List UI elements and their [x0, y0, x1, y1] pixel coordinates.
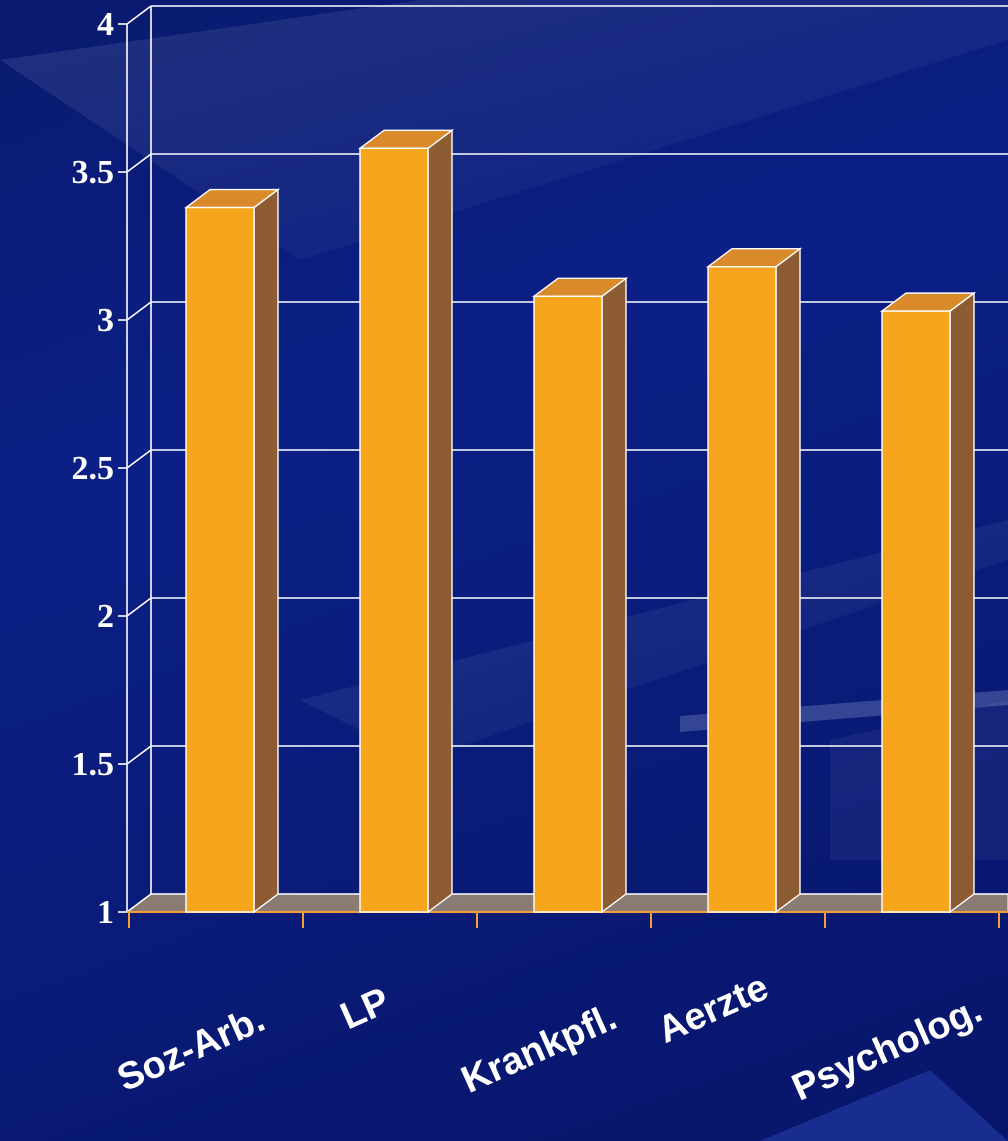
bar-front	[707, 266, 777, 913]
bar-5	[879, 291, 977, 914]
gridline-diagonal	[126, 5, 152, 25]
x-category-label: LP	[334, 980, 395, 1038]
bar-front	[185, 206, 255, 913]
y-tick-label: 3	[97, 302, 114, 339]
y-tick-label: 3.5	[72, 154, 115, 191]
bar-front	[881, 310, 951, 913]
bar-side	[427, 128, 453, 914]
bar-side	[775, 247, 801, 914]
bar-3	[531, 276, 629, 914]
x-category-label: Krankpfl.	[455, 996, 623, 1101]
y-tick-label: 4	[97, 6, 114, 43]
bar-front	[533, 295, 603, 913]
bar-front	[359, 147, 429, 913]
y-tick-label: 1.5	[72, 746, 115, 783]
bar-side	[253, 188, 279, 914]
bars-group	[183, 128, 977, 914]
gridline-diagonal	[126, 597, 152, 617]
gridline-diagonal	[126, 745, 152, 765]
bar-side	[949, 291, 975, 914]
bar-1	[183, 188, 281, 914]
gridline-diagonal	[126, 449, 152, 469]
y-tick-label: 1	[97, 894, 114, 931]
gridline-diagonal	[126, 301, 152, 321]
gridline-diagonal	[126, 893, 152, 913]
x-category-label: Aerzte	[652, 966, 775, 1052]
x-category-label: Soz-Arb.	[111, 998, 271, 1100]
bar-side	[601, 276, 627, 914]
y-tick-label: 2	[97, 598, 114, 635]
gridline-diagonal	[126, 153, 152, 173]
bar-4	[705, 247, 803, 914]
bar-2	[357, 128, 455, 914]
y-tick-label: 2.5	[72, 450, 115, 487]
